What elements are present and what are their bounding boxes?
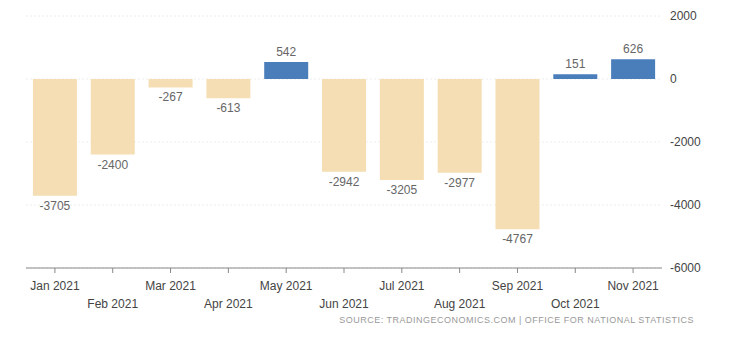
svg-text:-6000: -6000 <box>670 261 701 275</box>
svg-text:0: 0 <box>670 72 677 86</box>
svg-text:-2942: -2942 <box>329 175 360 189</box>
html-text:SOURCE: TRADINGECONOMICS.COM |: SOURCE: TRADINGECONOMICS.COM | OFFICE FO… <box>339 315 694 325</box>
svg-text:-3705: -3705 <box>40 199 71 213</box>
svg-text:2000: 2000 <box>670 9 697 23</box>
svg-text:542: 542 <box>276 45 296 59</box>
svg-text:-2000: -2000 <box>670 135 701 149</box>
svg-text:Mar 2021: Mar 2021 <box>145 279 196 293</box>
svg-text:-2400: -2400 <box>97 158 128 172</box>
svg-text:Oct 2021: Oct 2021 <box>551 297 600 311</box>
svg-text:Sep 2021: Sep 2021 <box>492 279 544 293</box>
svg-text:-4000: -4000 <box>670 198 701 212</box>
svg-text:Feb 2021: Feb 2021 <box>87 297 138 311</box>
svg-text:626: 626 <box>623 42 643 56</box>
svg-text:Aug 2021: Aug 2021 <box>434 297 486 311</box>
svg-text:Apr 2021: Apr 2021 <box>204 297 253 311</box>
svg-text:Jun 2021: Jun 2021 <box>319 297 369 311</box>
svg-text:-2977: -2977 <box>444 176 475 190</box>
svg-text:Nov 2021: Nov 2021 <box>607 279 659 293</box>
svg-text:Jul 2021: Jul 2021 <box>379 279 425 293</box>
svg-text:Jan 2021: Jan 2021 <box>30 279 80 293</box>
svg-text:-267: -267 <box>159 90 183 104</box>
svg-text:-613: -613 <box>216 101 240 115</box>
svg-text:-4767: -4767 <box>502 232 533 246</box>
svg-text:-3205: -3205 <box>386 183 417 197</box>
svg-text:151: 151 <box>565 57 585 71</box>
svg-text:May 2021: May 2021 <box>260 279 313 293</box>
